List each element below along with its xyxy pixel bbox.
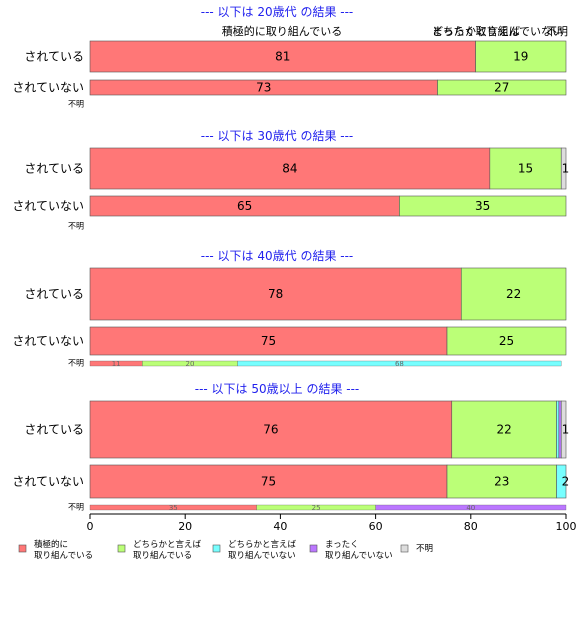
x-tick-label: 80 bbox=[464, 520, 478, 533]
data-label: 35 bbox=[475, 199, 490, 213]
bar-segment bbox=[560, 147, 567, 190]
legend-swatch bbox=[400, 544, 409, 553]
data-label: 22 bbox=[496, 423, 511, 437]
legend-swatch bbox=[117, 544, 126, 553]
bar-segment bbox=[489, 147, 562, 190]
x-tick-label: 100 bbox=[556, 520, 577, 533]
legend-label: 取り組んでいない bbox=[325, 550, 393, 561]
data-label: 68 bbox=[395, 360, 404, 368]
data-label: 84 bbox=[282, 162, 297, 176]
data-label: 1 bbox=[562, 423, 570, 437]
data-label: 81 bbox=[275, 50, 290, 64]
row-category-label: 不明 bbox=[68, 100, 84, 109]
bar-segment bbox=[475, 40, 567, 73]
bar-segment bbox=[89, 267, 462, 321]
data-label: 15 bbox=[518, 162, 533, 176]
bar-segment bbox=[375, 504, 567, 511]
row-category-label: 不明 bbox=[68, 503, 84, 512]
bar-segment bbox=[446, 464, 557, 499]
data-label: 25 bbox=[499, 334, 514, 348]
bar-segment bbox=[460, 267, 567, 321]
x-tick-label: 20 bbox=[178, 520, 192, 533]
bar-segment bbox=[437, 79, 567, 96]
x-tick-label: 40 bbox=[273, 520, 287, 533]
legend-label: 取り組んでいない bbox=[228, 550, 296, 561]
x-tick-label: 0 bbox=[87, 520, 94, 533]
bar-segment bbox=[237, 360, 562, 367]
bar-segment bbox=[560, 400, 567, 459]
data-label: 20 bbox=[185, 360, 194, 368]
row-category-label: されていない bbox=[12, 199, 84, 213]
data-label: 75 bbox=[261, 334, 276, 348]
data-label: 22 bbox=[506, 287, 521, 301]
legend-label: どちらかと言えば bbox=[228, 539, 297, 550]
row-category-label: されている bbox=[24, 162, 84, 176]
row-category-label: されている bbox=[24, 423, 84, 437]
bar-segment bbox=[89, 464, 448, 499]
data-label: 75 bbox=[261, 475, 276, 489]
row-category-label: されていない bbox=[12, 475, 84, 489]
panel-header-label: まったく取り組んでいない bbox=[432, 25, 563, 38]
bar-segment bbox=[89, 147, 491, 190]
bar-segment bbox=[399, 195, 567, 217]
bar-segment bbox=[89, 400, 453, 459]
bar-segment bbox=[556, 400, 560, 459]
data-label: 27 bbox=[494, 81, 509, 95]
legend-swatch bbox=[309, 544, 318, 553]
data-label: 25 bbox=[312, 504, 321, 512]
row-category-label: 不明 bbox=[68, 222, 84, 231]
panel-title: --- 以下は 30歳代 の結果 --- bbox=[201, 129, 354, 143]
data-label: 78 bbox=[268, 287, 283, 301]
row-category-label: されている bbox=[24, 287, 84, 301]
row-category-label: 不明 bbox=[68, 359, 84, 368]
panel-title: --- 以下は 20歳代 の結果 --- bbox=[201, 5, 354, 19]
panel-title: --- 以下は 50歳以上 の結果 --- bbox=[195, 382, 360, 396]
bar-segment bbox=[556, 464, 567, 499]
bar-segment bbox=[446, 326, 567, 356]
legend-swatch bbox=[18, 544, 27, 553]
legend-label: 取り組んでいる bbox=[133, 550, 192, 561]
panel-header-label: どちらかと言えば bbox=[432, 25, 520, 38]
data-label: 19 bbox=[513, 50, 528, 64]
data-label: 2 bbox=[562, 475, 570, 489]
row-category-label: されていない bbox=[12, 334, 84, 348]
bar-segment bbox=[451, 400, 557, 459]
data-label: 65 bbox=[237, 199, 252, 213]
data-label: 23 bbox=[494, 475, 509, 489]
legend-swatch bbox=[212, 544, 221, 553]
legend-label: どちらかと言えば bbox=[133, 539, 202, 550]
data-label: 73 bbox=[256, 81, 271, 95]
legend-label: 取り組んでいる bbox=[34, 550, 93, 561]
legend-label: まったく bbox=[325, 540, 359, 550]
panel-header-label: 不明 bbox=[546, 25, 568, 38]
row-category-label: されていない bbox=[12, 81, 84, 95]
data-label: 1 bbox=[562, 162, 570, 176]
panel-title: --- 以下は 40歳代 の結果 --- bbox=[201, 249, 354, 263]
data-label: 35 bbox=[169, 504, 178, 512]
legend-label: 不明 bbox=[416, 544, 433, 554]
legend-label: 積極的に bbox=[34, 539, 68, 550]
x-tick-label: 60 bbox=[369, 520, 383, 533]
panel-header-label: 積極的に取り組んでいる bbox=[222, 24, 342, 38]
data-label: 11 bbox=[112, 360, 121, 368]
data-label: 40 bbox=[466, 504, 475, 512]
data-label: 76 bbox=[263, 423, 278, 437]
row-category-label: されている bbox=[24, 50, 84, 64]
